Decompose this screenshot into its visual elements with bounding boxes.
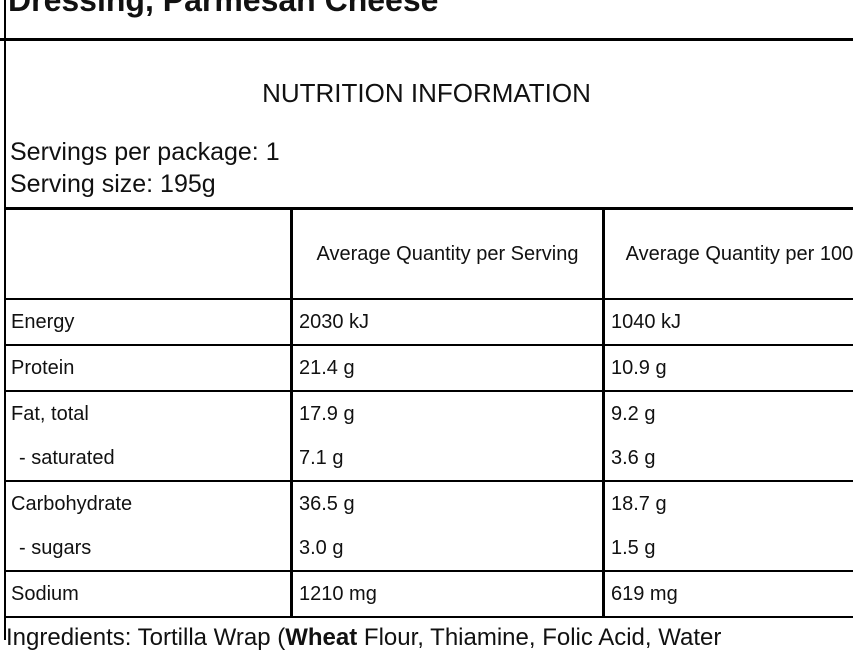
nutrient-value: 9.2 g [604, 391, 853, 436]
nutrient-name: Sodium [5, 571, 292, 617]
allergen: Wheat [285, 624, 357, 651]
nutrient-value: 1210 mg [292, 571, 604, 617]
nutrient-value: 3.0 g [292, 526, 604, 571]
section-heading: NUTRITION INFORMATION [0, 78, 853, 109]
ingredients-text: Flour, Thiamine, Folic Acid, Water [357, 624, 721, 651]
nutrient-value: 3.6 g [604, 436, 853, 481]
nutrient-value: 2030 kJ [292, 299, 604, 345]
nutrient-name: Protein [5, 345, 292, 391]
nutrient-value: 36.5 g [292, 481, 604, 526]
nutrient-value: 21.4 g [292, 345, 604, 391]
nutrient-value: 1040 kJ [604, 299, 853, 345]
divider [0, 38, 853, 41]
ingredients-text: Ingredients: Tortilla Wrap ( [6, 624, 285, 651]
column-header: Average Quantity per Serving [292, 209, 604, 300]
column-header: Average Quantity per 100g [604, 209, 853, 300]
nutrient-value: 619 mg [604, 571, 853, 617]
nutrient-value: 1.5 g [604, 526, 853, 571]
nutrient-value: 10.9 g [604, 345, 853, 391]
servings-per-package: Servings per package: 1 [10, 138, 280, 167]
nutrient-value: 17.9 g [292, 391, 604, 436]
ingredients: Ingredients: Tortilla Wrap (Wheat Flour,… [6, 624, 721, 652]
nutrient-name: Energy [5, 299, 292, 345]
product-title: Dressing, Parmesan Cheese [8, 0, 438, 19]
serving-size: Serving size: 195g [10, 170, 216, 199]
column-header [5, 209, 292, 300]
nutrient-value: 18.7 g [604, 481, 853, 526]
nutrient-value: 7.1 g [292, 436, 604, 481]
nutrient-name: - sugars [5, 526, 292, 571]
nutrient-name: Carbohydrate [5, 481, 292, 526]
nutrient-name: - saturated [5, 436, 292, 481]
nutrient-name: Fat, total [5, 391, 292, 436]
